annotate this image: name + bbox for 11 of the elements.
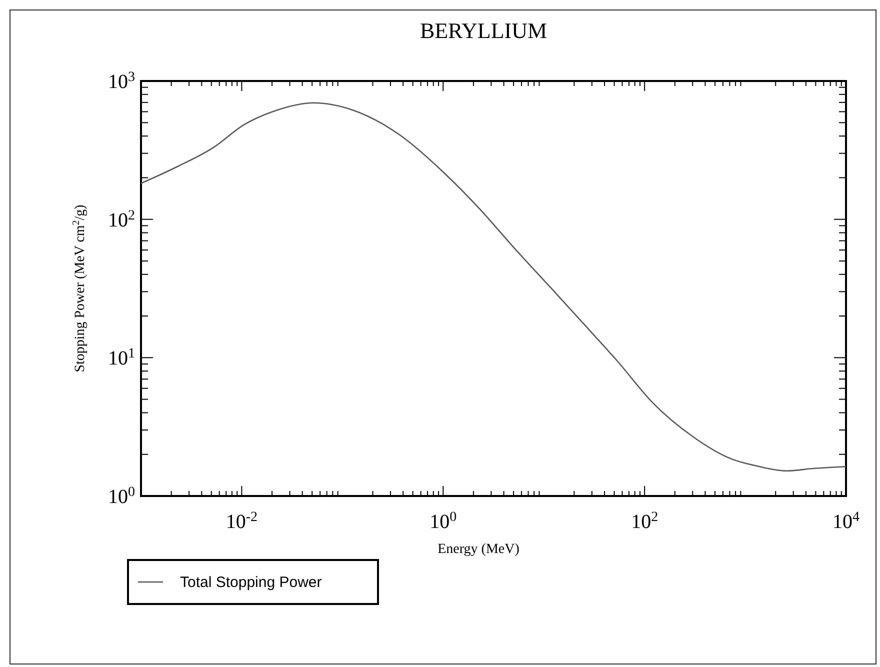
y-tick-label: 10$^{2}$ bbox=[108, 208, 135, 232]
y-tick-label: 10$^{1}$ bbox=[108, 346, 135, 370]
x-tick-label: 10$^{0}$ bbox=[430, 510, 457, 533]
x-tick-label: 10$^{2}$ bbox=[631, 510, 658, 533]
legend-label: Total Stopping Power bbox=[180, 574, 322, 591]
y-tick-label: 10$^{0}$ bbox=[108, 484, 135, 508]
x-tick-label: 10$^{-2}$ bbox=[226, 510, 258, 533]
x-axis-title: Energy (MeV) bbox=[438, 542, 520, 557]
chart-title: BERYLLIUM bbox=[420, 18, 548, 43]
y-tick-label: 10$^{3}$ bbox=[108, 70, 135, 93]
x-tick-label: 10$^{4}$ bbox=[832, 510, 860, 533]
